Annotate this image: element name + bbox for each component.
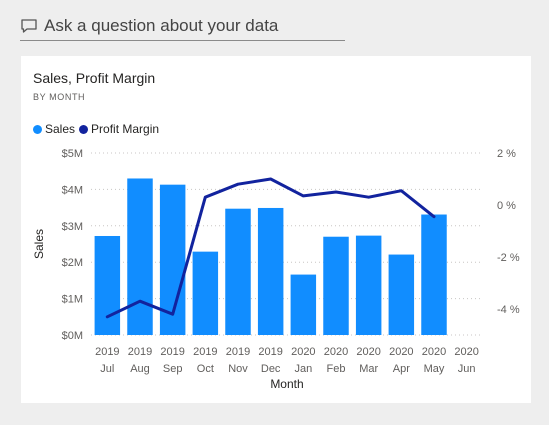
x-tick-month: Nov <box>228 363 248 375</box>
y-axis-title: Sales <box>32 229 46 259</box>
legend-item-profit-margin[interactable]: Profit Margin <box>79 122 159 136</box>
x-tick-year: 2019 <box>128 346 152 358</box>
y-left-tick-label: $4M <box>62 184 83 196</box>
y-left-tick-label: $2M <box>62 257 83 269</box>
x-tick-month: Mar <box>359 363 378 375</box>
x-tick-month: Jul <box>100 363 114 375</box>
x-tick-year: 2019 <box>160 346 184 358</box>
x-tick-year: 2020 <box>454 346 478 358</box>
chart-title: Sales, Profit Margin <box>33 70 156 86</box>
x-tick-year: 2020 <box>422 346 446 358</box>
x-tick-month: Aug <box>130 363 150 375</box>
legend-label-sales: Sales <box>45 122 76 136</box>
bar-sales[interactable] <box>421 214 447 335</box>
y-left-tick-label: $1M <box>62 294 83 306</box>
chart-subtitle: BY MONTH <box>33 92 86 102</box>
legend-dot-profit-margin <box>79 124 89 134</box>
y-right-tick-label: -2 % <box>497 252 520 264</box>
x-tick-year: 2020 <box>356 346 380 358</box>
bar-sales[interactable] <box>388 254 415 335</box>
x-tick-month: Jan <box>294 363 312 375</box>
x-tick-month: Feb <box>327 363 346 375</box>
x-tick-month: Sep <box>163 363 183 375</box>
legend-dot-sales <box>33 124 42 134</box>
x-tick-year: 2020 <box>324 346 348 358</box>
bar-sales[interactable] <box>355 235 382 335</box>
bar-sales[interactable] <box>323 236 349 335</box>
x-tick-year: 2019 <box>193 346 217 358</box>
y-left-tick-label: $0M <box>62 330 83 342</box>
legend-label-profit-margin: Profit Margin <box>91 122 160 136</box>
combo-chart: $0M $1M $2M $3M $4M $5M -4 % -2 % 0 % 2 % 2019 Jul 2… <box>32 148 520 391</box>
bar-sales[interactable] <box>192 251 219 335</box>
bar-sales[interactable] <box>225 208 251 335</box>
y-right-tick-label: 0 % <box>497 200 516 212</box>
x-tick-month: Jun <box>458 363 476 375</box>
line-profit-margin <box>105 177 436 319</box>
x-axis-title: Month <box>270 377 303 391</box>
y-right-tick-label: 2 % <box>497 148 516 160</box>
x-tick-year: 2020 <box>291 346 315 358</box>
bar-sales[interactable] <box>290 274 317 335</box>
legend-item-sales[interactable]: Sales <box>33 122 75 136</box>
y-left-tick-label: $3M <box>62 221 83 233</box>
y-left-tick-label: $5M <box>62 148 83 160</box>
x-tick-year: 2020 <box>389 346 413 358</box>
bar-sales[interactable] <box>257 207 284 335</box>
chart-card: Sales, Profit Margin BY MONTH Sales Prof… <box>21 56 531 403</box>
qa-search-bar[interactable] <box>20 12 345 41</box>
legend: Sales Profit Margin <box>33 122 163 136</box>
x-tick-month: Apr <box>393 363 410 375</box>
speech-bubble-icon <box>21 19 37 33</box>
bar-sales[interactable] <box>127 178 153 335</box>
x-tick-month: May <box>424 363 445 375</box>
x-tick-year: 2019 <box>258 346 282 358</box>
x-tick-year: 2019 <box>226 346 250 358</box>
x-tick-month: Oct <box>197 363 214 375</box>
y-right-tick-label: -4 % <box>497 304 520 316</box>
x-tick-year: 2019 <box>95 346 119 358</box>
bar-sales[interactable] <box>94 235 121 335</box>
x-tick-month: Dec <box>261 363 281 375</box>
qa-input[interactable] <box>44 16 344 36</box>
